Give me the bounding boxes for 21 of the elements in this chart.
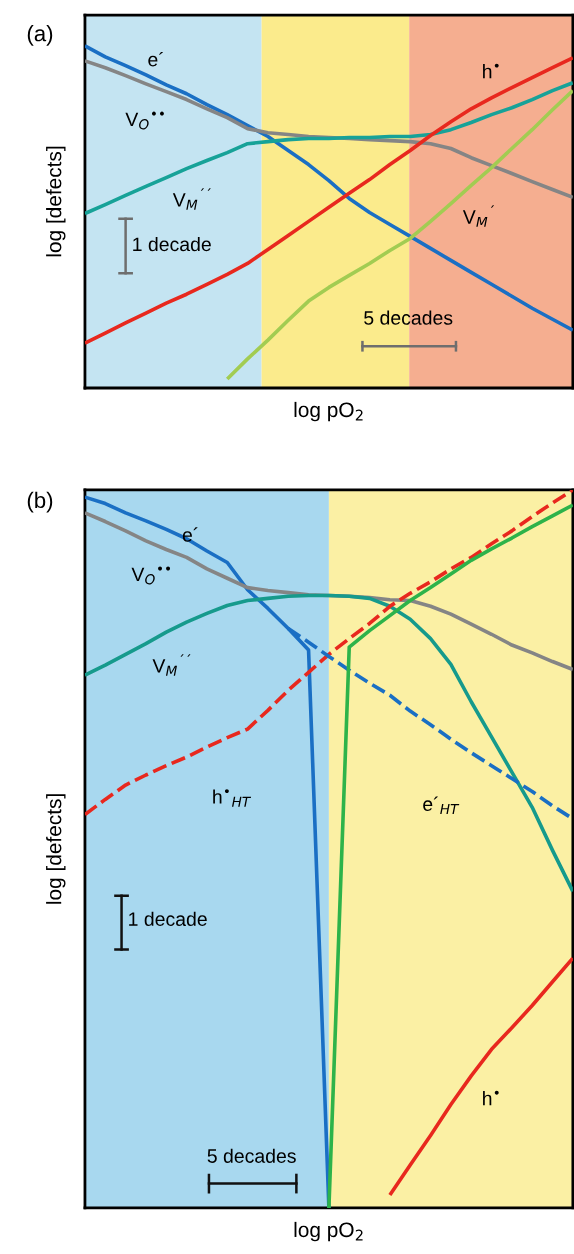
series-label: e´ [182,527,198,542]
chart-title: (b) [27,491,53,513]
text: h$^{•}$$_{HT}$ [213,789,252,807]
series-label: h$^{•}$ [483,63,499,79]
annotation: 1 decade [129,911,207,926]
series-label: V$_{M}$$^{´}$ [462,205,495,227]
series-label: V$_{M}$$^{´´}$ [172,188,211,210]
series-label: V$_{O}$$^{••}$ [125,111,164,130]
series-label: V$_{M}$$^{´´}$ [152,654,191,676]
chart-title: (a) [27,25,53,46]
annotation: 5 decades [364,310,453,325]
annotation: 1 decade [133,236,211,252]
series-label: h$^{•}$ [483,1090,499,1106]
annotation: 5 decades [207,1148,296,1163]
x-axis-title: log pO$_{2}$ [294,1221,363,1242]
y-axis-title: log [defects] [46,794,66,904]
text: e´$_{HT}$ [423,796,460,815]
x-axis-title: log pO$_{2}$ [294,401,363,422]
y-axis-title: log [defects] [46,146,66,257]
series-label: e´ [148,51,163,67]
series-label: V$_{O}$$^{••}$ [131,566,171,585]
